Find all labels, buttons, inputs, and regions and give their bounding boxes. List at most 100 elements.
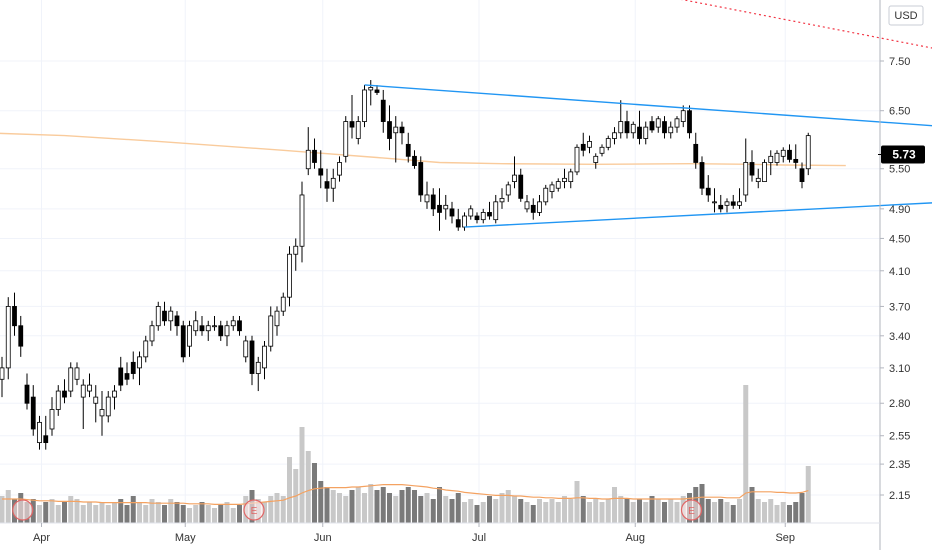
volume-bar (300, 427, 305, 523)
volume-bar (231, 508, 236, 523)
date-tick-label: Jul (472, 532, 486, 544)
candle-body (256, 362, 260, 373)
volume-bar (475, 505, 480, 523)
volume-bar (718, 499, 723, 523)
volume-bar (112, 502, 117, 523)
volume-bar (806, 466, 811, 523)
candle-body (600, 147, 604, 153)
candle-body (150, 326, 154, 341)
price-tick-label: 3.70 (889, 301, 910, 313)
candle-body (481, 212, 485, 219)
price-tick-label: 2.80 (889, 398, 910, 410)
volume-bar (537, 499, 542, 523)
volume-bar (193, 505, 198, 523)
earnings-marker[interactable] (13, 500, 33, 520)
volume-bar (268, 496, 273, 523)
candle-body (144, 341, 148, 357)
volume-bar (212, 508, 217, 523)
candle-body (438, 205, 442, 212)
earnings-marker-circle (13, 500, 33, 520)
candle-body (675, 119, 679, 127)
volume-bar (500, 493, 505, 523)
candle-body (756, 178, 760, 181)
volume-bar (543, 502, 548, 523)
candle-body (631, 124, 635, 132)
candle-body (338, 162, 342, 175)
candle-body (738, 202, 742, 205)
volume-bar (131, 496, 136, 523)
volume-bar (318, 481, 323, 523)
candle-body (544, 188, 548, 202)
currency-label: USD (894, 10, 917, 22)
candle-body (469, 209, 473, 216)
candle-body (325, 182, 329, 189)
candle-body (269, 316, 273, 346)
candle-body (394, 127, 398, 133)
candle-body (44, 436, 48, 443)
candle-body (225, 326, 229, 336)
volume-bar (125, 505, 130, 523)
candle-body (644, 127, 648, 138)
candle-body (719, 205, 723, 209)
volume-bar (600, 502, 605, 523)
volume-bar (618, 496, 623, 523)
candle-body (313, 150, 317, 162)
earnings-marker[interactable]: E (244, 500, 264, 520)
candle-body (806, 136, 810, 169)
volume-bar (725, 502, 730, 523)
volume-bar (393, 496, 398, 523)
candle-body (444, 205, 448, 209)
volume-bar (568, 499, 573, 523)
volume-bar (106, 505, 111, 523)
candle-body (238, 321, 242, 331)
candle-body (275, 311, 279, 326)
volume-bar (143, 505, 148, 523)
candle-body (625, 122, 629, 133)
volume-bar (668, 499, 673, 523)
candle-body (31, 397, 35, 429)
candle-body (700, 162, 704, 188)
candle-body (450, 209, 454, 216)
candle-body (263, 346, 267, 368)
candle (288, 246, 292, 306)
volume-bar (625, 499, 630, 523)
volume-bar (418, 496, 423, 523)
candle-body (531, 205, 535, 212)
volume-bar (0, 496, 5, 523)
volume-bar (387, 493, 392, 523)
volume-bar (775, 505, 780, 523)
volume-bar (400, 490, 405, 523)
volume-bar (343, 496, 348, 523)
candle-body (231, 321, 235, 326)
candle-body (169, 311, 173, 321)
candle-body (419, 162, 423, 194)
volume-bar (675, 502, 680, 523)
candle-body (656, 119, 660, 127)
volume-bar (381, 487, 386, 523)
volume-bar (68, 496, 73, 523)
candle-body (50, 410, 54, 429)
volume-bar (181, 505, 186, 523)
volume-bar (331, 490, 336, 523)
candle-body (706, 188, 710, 195)
earnings-marker-label: E (688, 506, 695, 517)
earnings-marker[interactable]: E (682, 500, 702, 520)
volume-bar (425, 493, 430, 523)
price-tick-label: 2.15 (889, 490, 910, 502)
candle-body (406, 144, 410, 156)
volume-bar (75, 499, 80, 523)
candle-body (619, 122, 623, 133)
candle-body (681, 111, 685, 122)
candle-body (694, 144, 698, 162)
candle-body (138, 357, 142, 368)
volume-bar (137, 502, 142, 523)
candle-body (375, 90, 379, 93)
candle-body (213, 326, 217, 327)
volume-bar (325, 487, 330, 523)
volume-bar (162, 505, 167, 523)
candle-body (206, 326, 210, 331)
candle-body (606, 139, 610, 148)
price-tick-label: 3.10 (889, 363, 910, 375)
